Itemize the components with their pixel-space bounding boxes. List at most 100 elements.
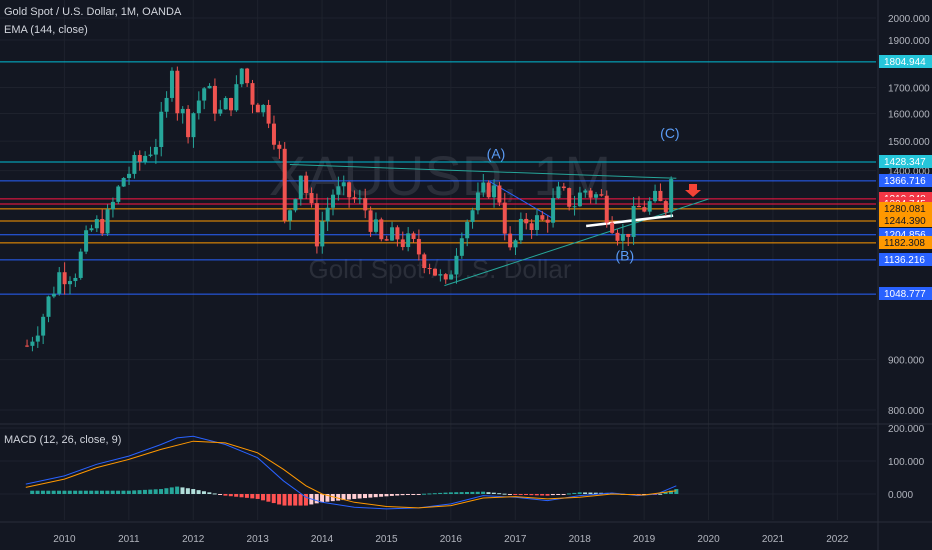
candle-body: [35, 335, 40, 342]
candle-body: [631, 205, 636, 237]
macd-histogram-bar: [411, 494, 416, 495]
price-tick-label: 1400.000: [888, 167, 930, 178]
candle-body: [368, 210, 373, 232]
macd-histogram-bar: [83, 490, 88, 494]
macd-histogram-bar: [244, 494, 249, 498]
symbol-title[interactable]: Gold Spot / U.S. Dollar, 1M, OANDA: [4, 6, 182, 18]
macd-histogram-bar: [325, 494, 330, 502]
price-tag-1366.716: [879, 174, 932, 187]
x-tick-label: 2014: [311, 534, 334, 545]
candle-body: [379, 219, 384, 240]
trendlines[interactable]: [289, 164, 709, 287]
candle-body: [524, 218, 529, 224]
macd-histogram-bar: [121, 490, 126, 494]
macd-label[interactable]: MACD (12, 26, close, 9): [4, 434, 122, 446]
candle-body: [309, 193, 314, 204]
macd-histogram-bar: [234, 494, 239, 497]
macd-histogram-bar: [218, 494, 223, 495]
candle-body: [438, 274, 443, 276]
candle-body: [610, 222, 615, 233]
candle-body: [169, 70, 174, 98]
macd-histogram-bar: [583, 492, 588, 494]
candle-body: [89, 228, 94, 231]
candle-body: [470, 210, 475, 222]
candle-body: [121, 178, 126, 187]
macd-histogram-bar: [379, 494, 384, 497]
candle-body: [51, 293, 56, 297]
candle-body: [481, 182, 486, 193]
macd-histogram-bar: [78, 490, 83, 494]
macd-histogram-bar: [464, 492, 469, 494]
macd-histogram-bar: [389, 494, 394, 496]
price-tick-label: 900.000: [888, 356, 925, 367]
macd-histogram-bar: [363, 494, 367, 499]
macd-histogram-bar: [513, 494, 518, 495]
candle-body: [604, 195, 609, 223]
macd-histogram-bar: [475, 491, 480, 494]
macd-histogram-bar: [271, 494, 276, 504]
macd-histogram-bar: [470, 491, 475, 494]
macd-histogram-bar: [336, 494, 341, 501]
horizontal-levels[interactable]: [0, 61, 876, 295]
macd-tick-label: 100.000: [888, 457, 925, 468]
macd-histogram-bar: [212, 493, 217, 495]
candle-body: [148, 154, 153, 156]
candle-body: [486, 182, 491, 198]
candle-body: [551, 198, 556, 223]
candle-body: [245, 68, 250, 84]
candle-body: [508, 233, 513, 248]
candle-body: [105, 209, 110, 234]
candle-body: [529, 223, 534, 230]
price-tag-1136.216: [879, 253, 932, 266]
macd-line: [25, 435, 677, 510]
wave-label: (A): [487, 146, 506, 162]
macd-histogram-bar: [51, 490, 56, 494]
macd-histogram-bar: [148, 489, 153, 494]
candle-body: [669, 179, 674, 213]
macd-pane[interactable]: [25, 435, 679, 510]
candle-body: [325, 207, 330, 222]
macd-histogram-bar: [185, 488, 190, 494]
macd-histogram-bar: [330, 494, 335, 502]
price-tick-label: 1600.000: [888, 109, 930, 120]
candle-body: [502, 202, 507, 234]
candle-body: [250, 83, 255, 105]
candle-body: [186, 108, 191, 138]
macd-histogram-bar: [180, 487, 185, 494]
macd-histogram-bar: [373, 494, 378, 498]
candle-body: [320, 221, 325, 247]
macd-histogram-bar: [40, 490, 45, 494]
candle-body: [293, 199, 298, 211]
x-tick-label: 2021: [762, 534, 785, 545]
candle-body: [62, 272, 67, 285]
candle-body: [234, 84, 239, 111]
macd-histogram-bar: [341, 494, 346, 501]
candle-body: [175, 70, 180, 114]
macd-histogram-bar: [282, 494, 287, 506]
candle-body: [577, 192, 582, 207]
candles[interactable]: [25, 66, 674, 352]
candle-body: [363, 198, 368, 211]
macd-histogram-bar: [99, 490, 104, 494]
candle-body: [331, 194, 336, 208]
candle-body: [191, 113, 196, 138]
macd-histogram-bar: [405, 494, 410, 495]
candle-body: [218, 109, 223, 114]
candle-body: [449, 274, 454, 280]
x-tick-label: 2022: [826, 534, 849, 545]
price-tags: 1804.9441428.3471366.7161310.3481294.745…: [879, 55, 932, 300]
indicator-label[interactable]: EMA (144, close): [4, 24, 88, 36]
macd-histogram-bar: [368, 494, 373, 498]
candle-body: [459, 238, 464, 256]
candle-body: [411, 233, 416, 239]
candle-body: [347, 182, 352, 198]
macd-histogram-bar: [518, 494, 523, 495]
candle-body: [41, 316, 46, 336]
candle-body: [100, 219, 105, 234]
macd-histogram-bar: [89, 490, 94, 494]
macd-histogram-bar: [298, 494, 303, 506]
candle-body: [395, 227, 400, 240]
macd-histogram-bar: [481, 491, 486, 494]
candle-body: [615, 232, 620, 241]
